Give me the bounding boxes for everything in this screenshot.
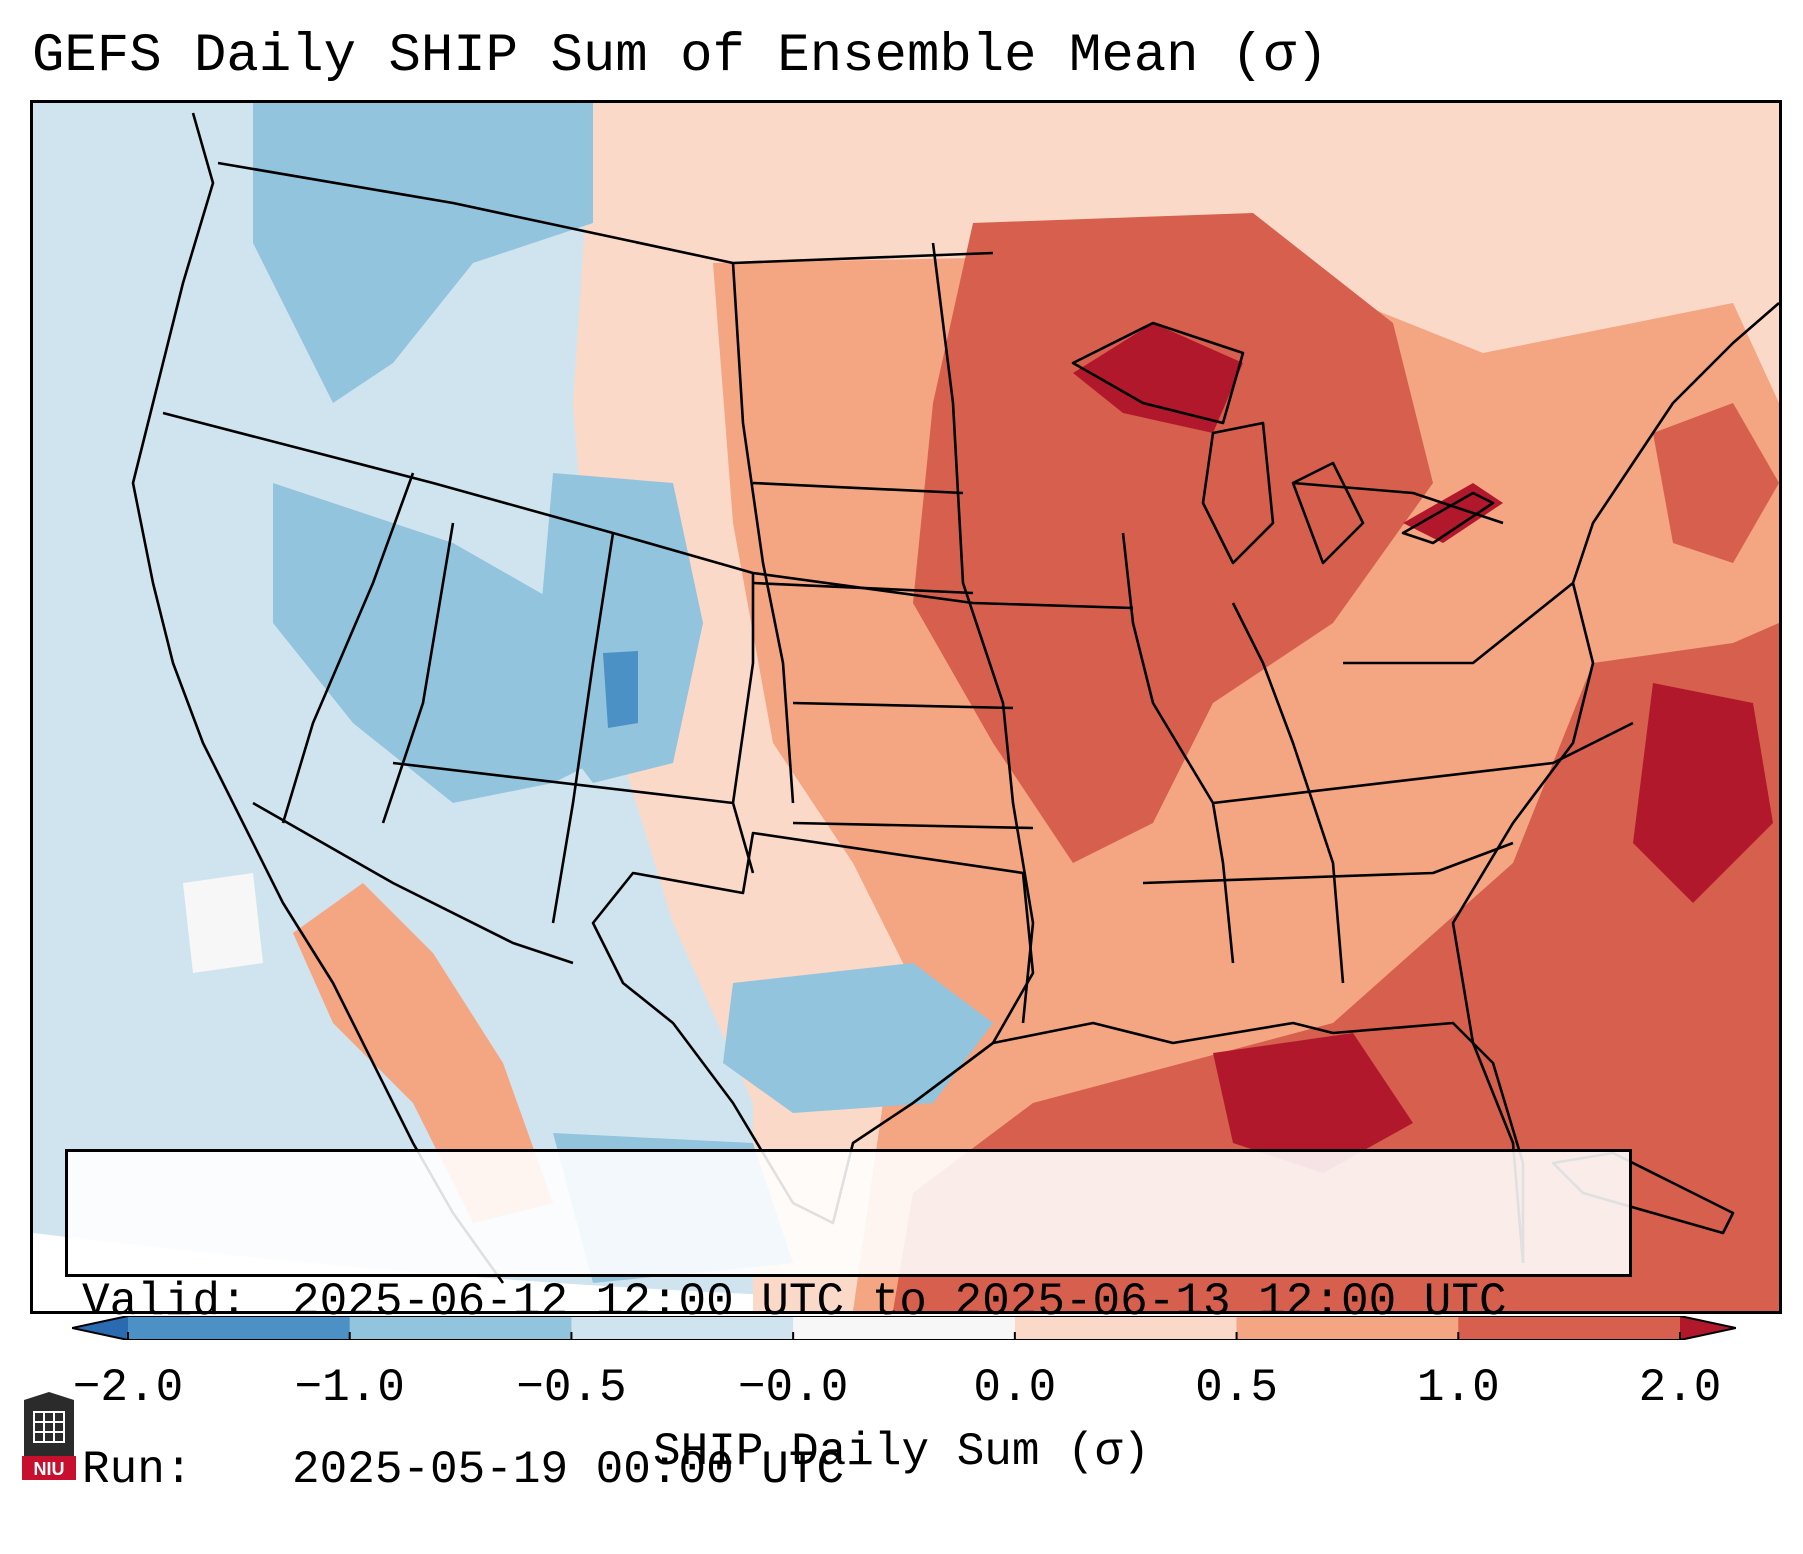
anomaly-region-midwest bbox=[913, 213, 1433, 863]
colorbar-segment bbox=[1014, 1316, 1238, 1340]
run-label: Run: bbox=[82, 1444, 193, 1496]
logo-text: NIU bbox=[34, 1459, 65, 1479]
map-title: GEFS Daily SHIP Sum of Ensemble Mean (σ) bbox=[32, 26, 1329, 87]
anomaly-region-colorado-blue bbox=[533, 473, 703, 783]
colorbar-extend-high bbox=[1680, 1316, 1736, 1340]
anomaly-region-lake-ontario bbox=[1403, 483, 1503, 543]
anomaly-region-great-lakes bbox=[1073, 323, 1243, 433]
forecast-map bbox=[33, 103, 1779, 1311]
texas-border bbox=[591, 831, 1035, 1225]
colorbar-label: SHIP Daily Sum (σ) bbox=[653, 1426, 1150, 1478]
colorbar-extend-low bbox=[72, 1316, 128, 1340]
anomaly-region-gulf bbox=[1213, 1033, 1413, 1173]
run-row: Run: 2025-05-19 00:00 UTC bbox=[82, 1442, 1629, 1498]
state-lines-west bbox=[162, 411, 1134, 965]
colorbar-segment bbox=[1236, 1316, 1459, 1340]
colorbar-tick-label: −0.5 bbox=[516, 1362, 627, 1414]
colorbar-tick-label: 1.0 bbox=[1416, 1362, 1500, 1414]
colorbar-tick-label: 0.5 bbox=[1195, 1362, 1278, 1414]
east-coastline bbox=[1451, 302, 1779, 1264]
colorbar-tick-label: −1.0 bbox=[294, 1362, 405, 1414]
colorbar-tick-label: 2.0 bbox=[1638, 1362, 1722, 1414]
gulf-coastline bbox=[912, 1021, 1334, 1105]
anomaly-region-atlantic bbox=[1633, 683, 1773, 903]
anomaly-region-texas-blue bbox=[723, 963, 993, 1113]
west-coastline bbox=[131, 112, 505, 1284]
colorbar-tick-label: −2.0 bbox=[72, 1362, 184, 1414]
colorbar bbox=[72, 1316, 1736, 1340]
anomaly-region-northwest-blue bbox=[253, 103, 593, 403]
colorbar-segment bbox=[1458, 1316, 1681, 1340]
valid-time-box: Valid: 2025-06-12 12:00 UTC to 2025-06-13… bbox=[65, 1149, 1632, 1496]
colorbar-tick-label: 0.0 bbox=[973, 1362, 1057, 1414]
boundaries bbox=[131, 112, 1779, 1284]
colorbar-tick-label: −0.0 bbox=[737, 1362, 849, 1414]
colorbar-segment bbox=[128, 1316, 351, 1340]
great-lakes-outline bbox=[1071, 321, 1495, 565]
anomaly-region-west-coast bbox=[293, 883, 553, 1223]
state-lines-central bbox=[731, 242, 1035, 1024]
state-lines-east bbox=[1121, 481, 1634, 1263]
canada-border bbox=[217, 161, 994, 265]
anomaly-region-northeast bbox=[1653, 403, 1779, 563]
map-panel bbox=[30, 100, 1782, 1314]
no-anomaly-patch bbox=[183, 873, 263, 973]
university-seal-icon: NIU bbox=[22, 1392, 76, 1480]
colorbar-segment bbox=[793, 1316, 1016, 1340]
anomaly-region-southeast bbox=[893, 623, 1779, 1311]
anomaly-region-great-basin-blue bbox=[273, 483, 633, 803]
anomaly-region-colorado-dark bbox=[603, 651, 638, 728]
run-value: 2025-05-19 00:00 UTC bbox=[292, 1444, 845, 1496]
colorbar-segment bbox=[349, 1316, 572, 1340]
colorbar-segment bbox=[571, 1316, 794, 1340]
